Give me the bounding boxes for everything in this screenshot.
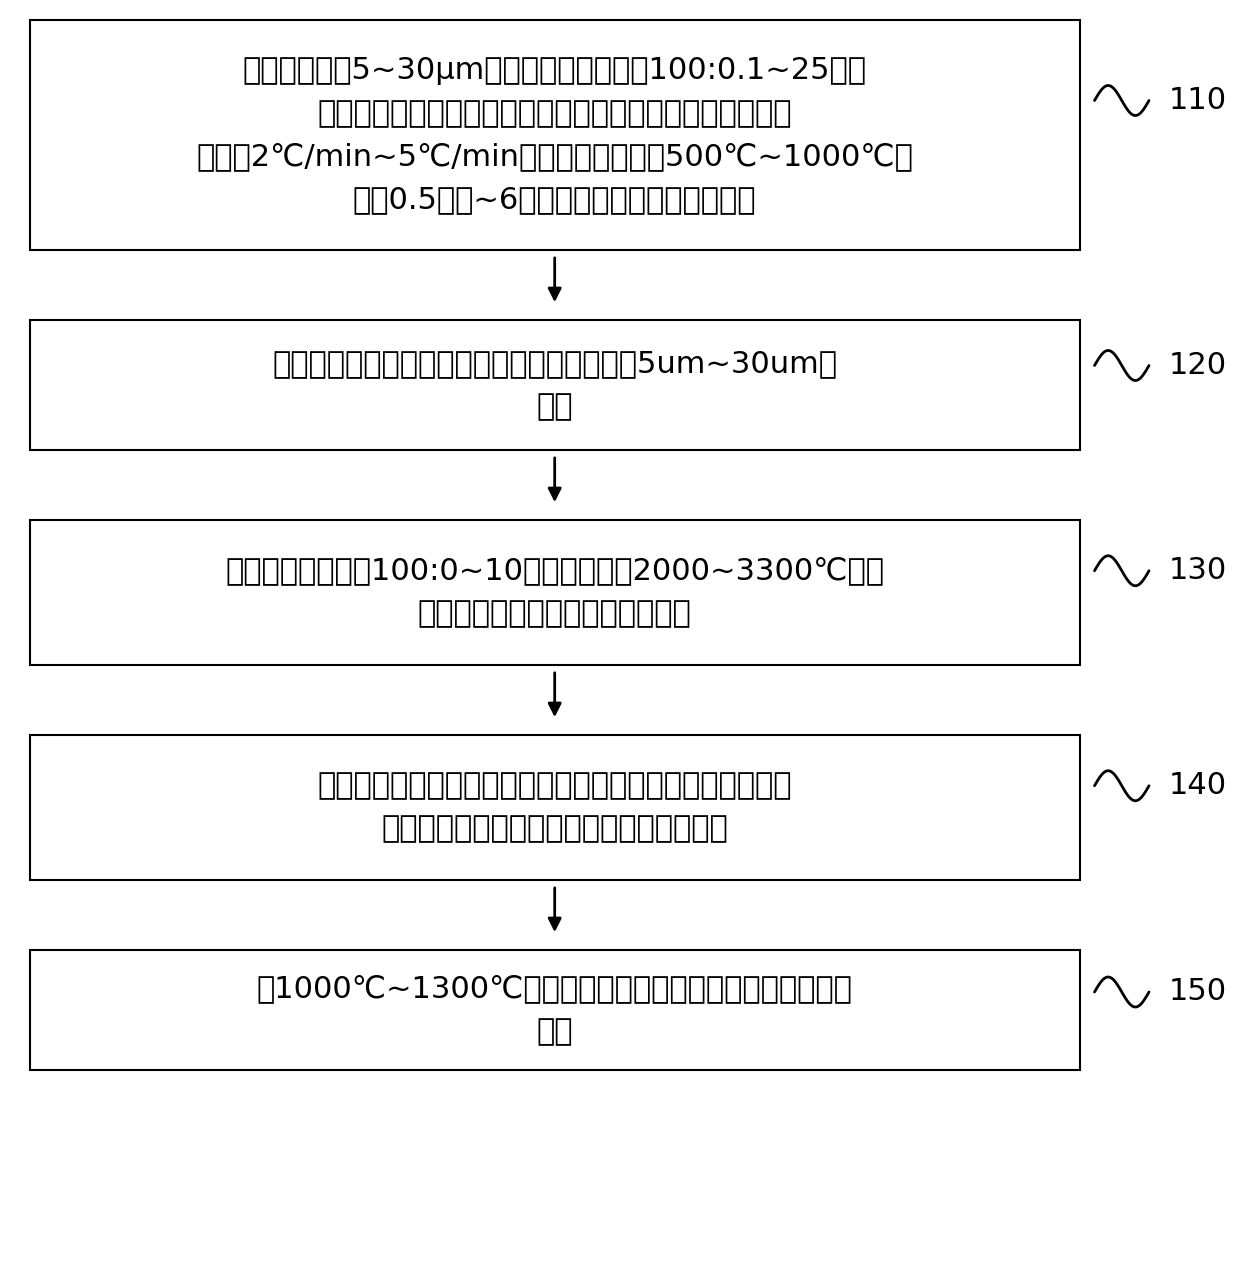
Text: 将提纯的石墨化料与聚合物粉末在含有羧甲基纤维素钠的水
中分散均匀，将形成的悬浮液进行喷雾干燥: 将提纯的石墨化料与聚合物粉末在含有羧甲基纤维素钠的水 中分散均匀，将形成的悬浮液… [317, 771, 792, 843]
Text: 120: 120 [1169, 351, 1226, 380]
Text: 在1000℃~1300℃进行碳化处理，冷却后筛分得到石墨负极
材料: 在1000℃~1300℃进行碳化处理，冷却后筛分得到石墨负极 材料 [257, 975, 853, 1045]
FancyBboxPatch shape [30, 734, 1080, 880]
Text: 110: 110 [1169, 86, 1226, 115]
Text: 将整形料与沥青按100:0~10混合均匀，在2000~3300℃进行
石墨化处理，得到提纯的石墨化料: 将整形料与沥青按100:0~10混合均匀，在2000~3300℃进行 石墨化处理… [226, 556, 884, 628]
Text: 130: 130 [1169, 556, 1228, 585]
Text: 将平均粒径为5~30μm的碳材料与沥青粉按100:0.1~25的重
量比混合均匀，采用卧式造粒釜进行造粒，在氮气氛围中由
室温以2℃/min~5℃/min的升温: 将平均粒径为5~30μm的碳材料与沥青粉按100:0.1~25的重 量比混合均匀… [196, 57, 913, 214]
Text: 140: 140 [1169, 771, 1226, 800]
Text: 将造粒料进行破碎分级处理，得到平均粒径为5um~30um整
形料: 将造粒料进行破碎分级处理，得到平均粒径为5um~30um整 形料 [273, 349, 837, 421]
Text: 150: 150 [1169, 977, 1226, 1006]
FancyBboxPatch shape [30, 520, 1080, 665]
FancyBboxPatch shape [30, 20, 1080, 250]
FancyBboxPatch shape [30, 951, 1080, 1071]
FancyBboxPatch shape [30, 320, 1080, 450]
